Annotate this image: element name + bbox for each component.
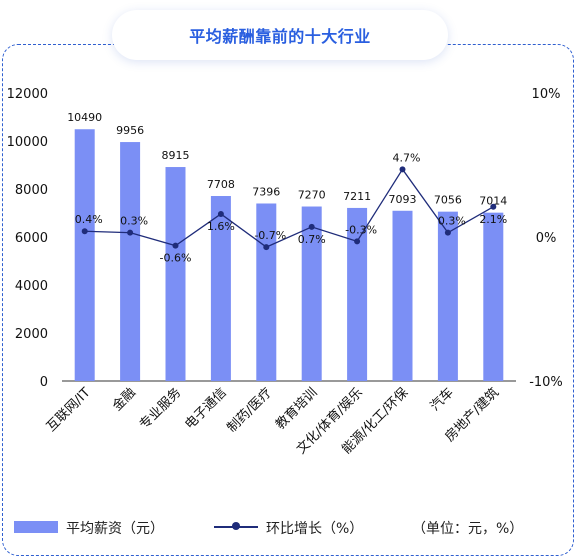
growth-value-label: -0.3%: [345, 223, 377, 236]
bar-value-label: 7014: [479, 195, 507, 208]
y-left-tick-label: 4000: [15, 279, 48, 294]
y-right-tick-label: 0%: [536, 231, 557, 246]
bar-value-label: 7211: [343, 190, 371, 203]
bar: [437, 211, 458, 381]
legend-bar-swatch: [14, 521, 58, 533]
growth-point: [308, 223, 315, 230]
y-left-tick-label: 8000: [15, 183, 48, 198]
legend-line-label: 环比增长（%）: [266, 521, 364, 537]
bar-value-label: 7708: [207, 178, 235, 191]
bar: [74, 129, 95, 381]
x-tick-label: 互联网/IT: [44, 385, 94, 435]
growth-value-label: -0.7%: [254, 229, 286, 242]
bar: [347, 207, 368, 381]
growth-point: [444, 229, 451, 236]
bar-value-label: 7056: [434, 194, 462, 207]
chart-title: 平均薪酬靠前的十大行业: [189, 27, 371, 46]
legend-bar-label: 平均薪资（元）: [66, 521, 164, 537]
legend-line-marker: [232, 522, 240, 530]
x-tick-label: 制药/医疗: [225, 385, 275, 435]
x-tick-label: 汽车: [427, 385, 457, 415]
bar: [392, 210, 413, 381]
bar: [256, 203, 277, 381]
growth-value-label: 0.3%: [120, 215, 148, 228]
x-tick-label: 金融: [109, 385, 139, 415]
growth-value-label: 4.7%: [393, 151, 421, 164]
growth-value-label: 0.4%: [75, 213, 103, 226]
bar-value-label: 7396: [252, 185, 280, 198]
growth-value-label: 2.1%: [479, 213, 507, 226]
growth-value-label: 0.7%: [298, 233, 326, 246]
title-box: 平均薪酬靠前的十大行业: [112, 10, 448, 60]
growth-value-label: 0.3%: [438, 215, 466, 228]
bar: [120, 142, 141, 381]
y-left-tick-label: 10000: [7, 135, 48, 150]
y-left-tick-label: 12000: [7, 87, 48, 102]
unit-note: （单位：元，%）: [412, 521, 524, 537]
bar-value-label: 9956: [116, 124, 144, 137]
y-left-tick-label: 2000: [15, 327, 48, 342]
bar-value-label: 7270: [298, 189, 326, 202]
bar: [301, 206, 322, 381]
growth-line: [84, 168, 494, 248]
bar-value-label: 10490: [67, 111, 102, 124]
x-tick-label: 教育培训: [272, 385, 320, 433]
growth-point: [399, 166, 406, 173]
y-right-tick-label: -10%: [529, 375, 563, 390]
growth-point: [354, 238, 361, 245]
x-tick-label: 电子通信: [182, 385, 229, 432]
y-left-tick-label: 0: [40, 375, 48, 390]
y-left-tick-label: 6000: [15, 231, 48, 246]
growth-point: [490, 203, 497, 210]
bar: [165, 167, 186, 381]
bar-value-label: 8915: [162, 149, 190, 162]
growth-point: [172, 242, 179, 249]
x-tick-label: 专业服务: [136, 385, 184, 433]
growth-value-label: 1.6%: [207, 220, 235, 233]
growth-value-label: -0.6%: [160, 252, 192, 265]
bar-value-label: 7093: [389, 193, 417, 206]
growth-point: [217, 210, 224, 217]
bar: [483, 212, 504, 381]
growth-point: [127, 229, 134, 236]
legend: 平均薪资（元） 环比增长（%） （单位：元，%）: [0, 512, 578, 542]
growth-point: [263, 244, 270, 251]
y-right-tick-label: 10%: [532, 87, 561, 102]
bar: [210, 196, 231, 381]
growth-point: [81, 228, 88, 235]
